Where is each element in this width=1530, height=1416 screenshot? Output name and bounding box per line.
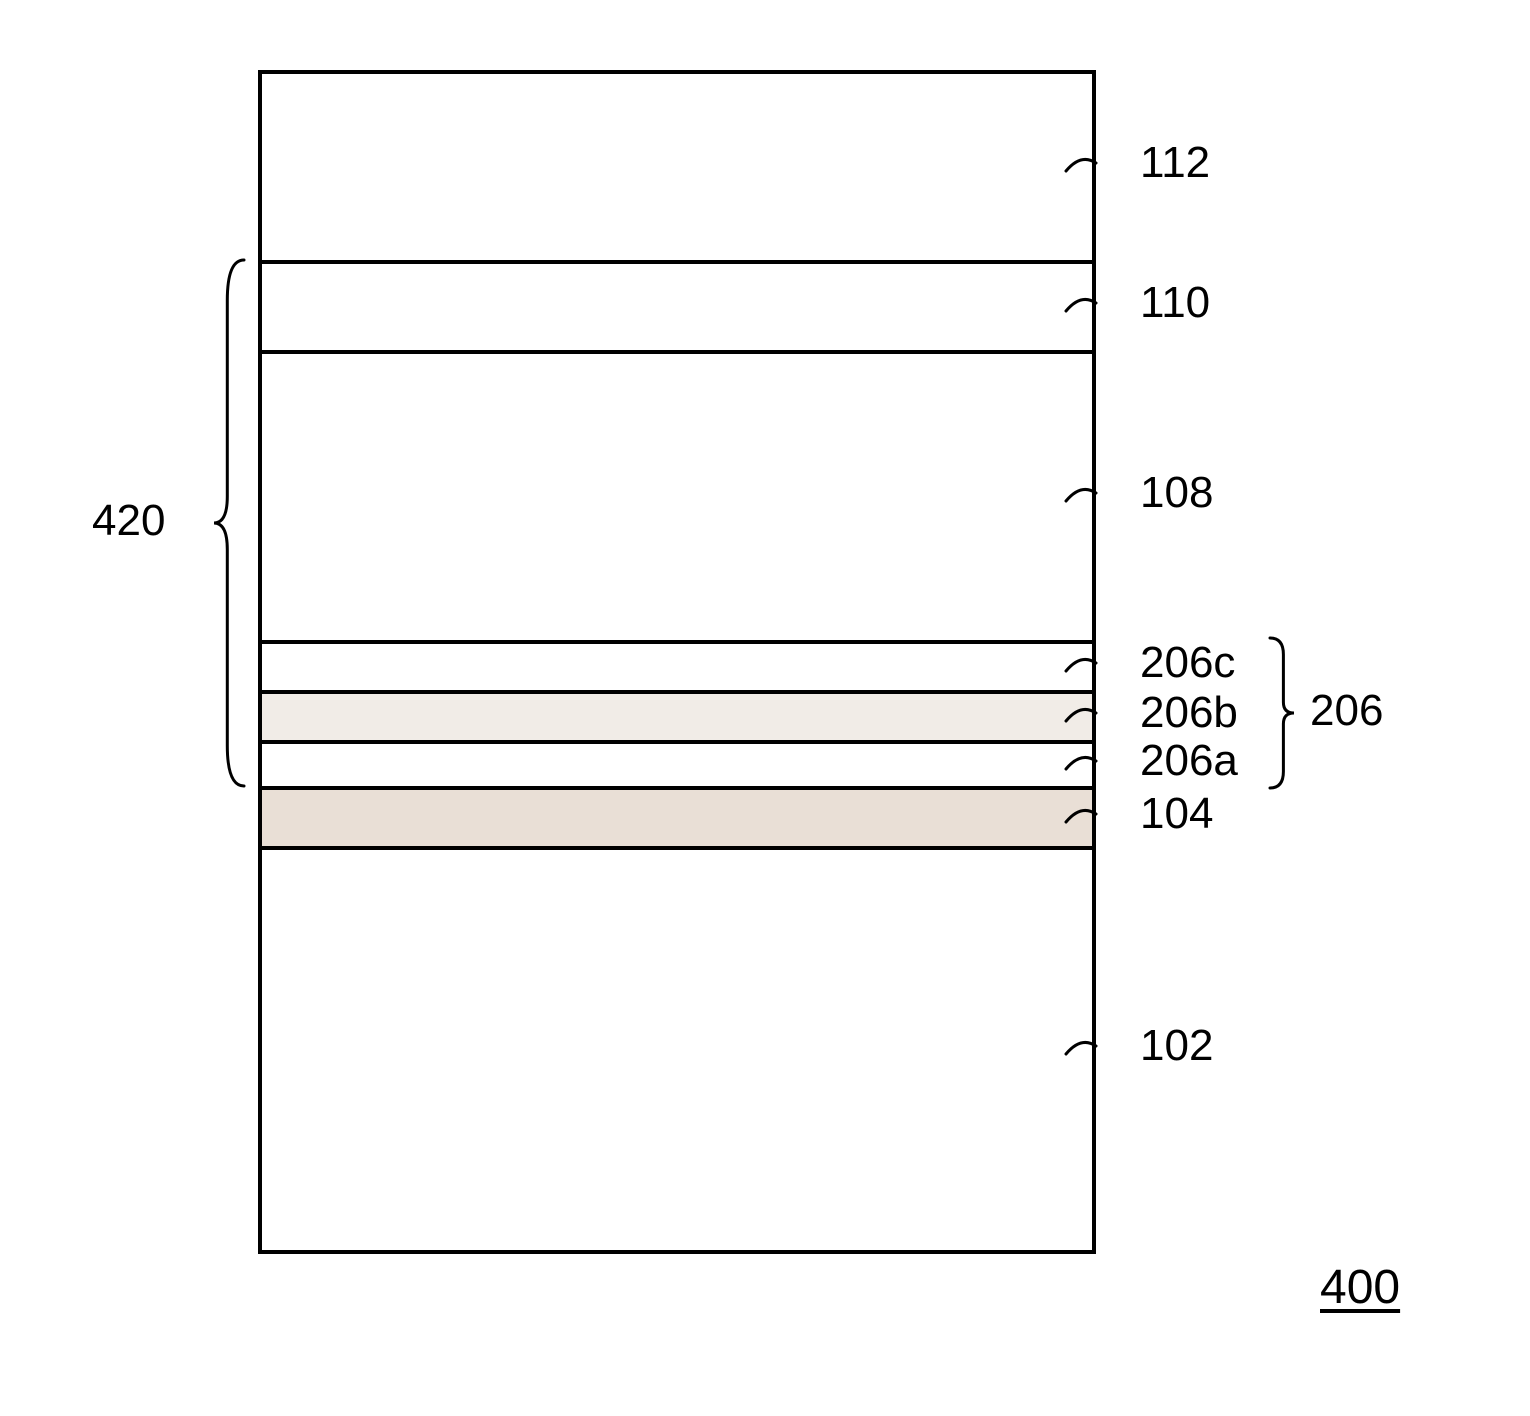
layer-206b [262, 694, 1092, 744]
layer-110 [262, 264, 1092, 354]
brace-420 [212, 258, 246, 788]
label-420-group: 420 [92, 496, 165, 546]
layer-diagram: 112 110 108 206c206b206a104 102 206 420 400 [0, 0, 1530, 1416]
brace-206 [1268, 636, 1296, 790]
layer-102 [262, 850, 1092, 1254]
label-108: 108 [1140, 468, 1213, 518]
label-112: 112 [1140, 138, 1210, 188]
label-104: 104 [1140, 789, 1213, 839]
label-206b: 206b [1140, 688, 1238, 738]
label-110: 110 [1140, 278, 1210, 328]
label-206-group: 206 [1310, 686, 1383, 736]
label-206a: 206a [1140, 736, 1238, 786]
figure-number: 400 [1320, 1260, 1400, 1315]
label-102: 102 [1140, 1021, 1213, 1071]
layer-stack [258, 70, 1096, 1254]
layer-206a [262, 744, 1092, 790]
layer-112 [262, 74, 1092, 264]
layer-108 [262, 354, 1092, 644]
layer-206c [262, 644, 1092, 694]
label-206c: 206c [1140, 638, 1235, 688]
layer-104 [262, 790, 1092, 850]
